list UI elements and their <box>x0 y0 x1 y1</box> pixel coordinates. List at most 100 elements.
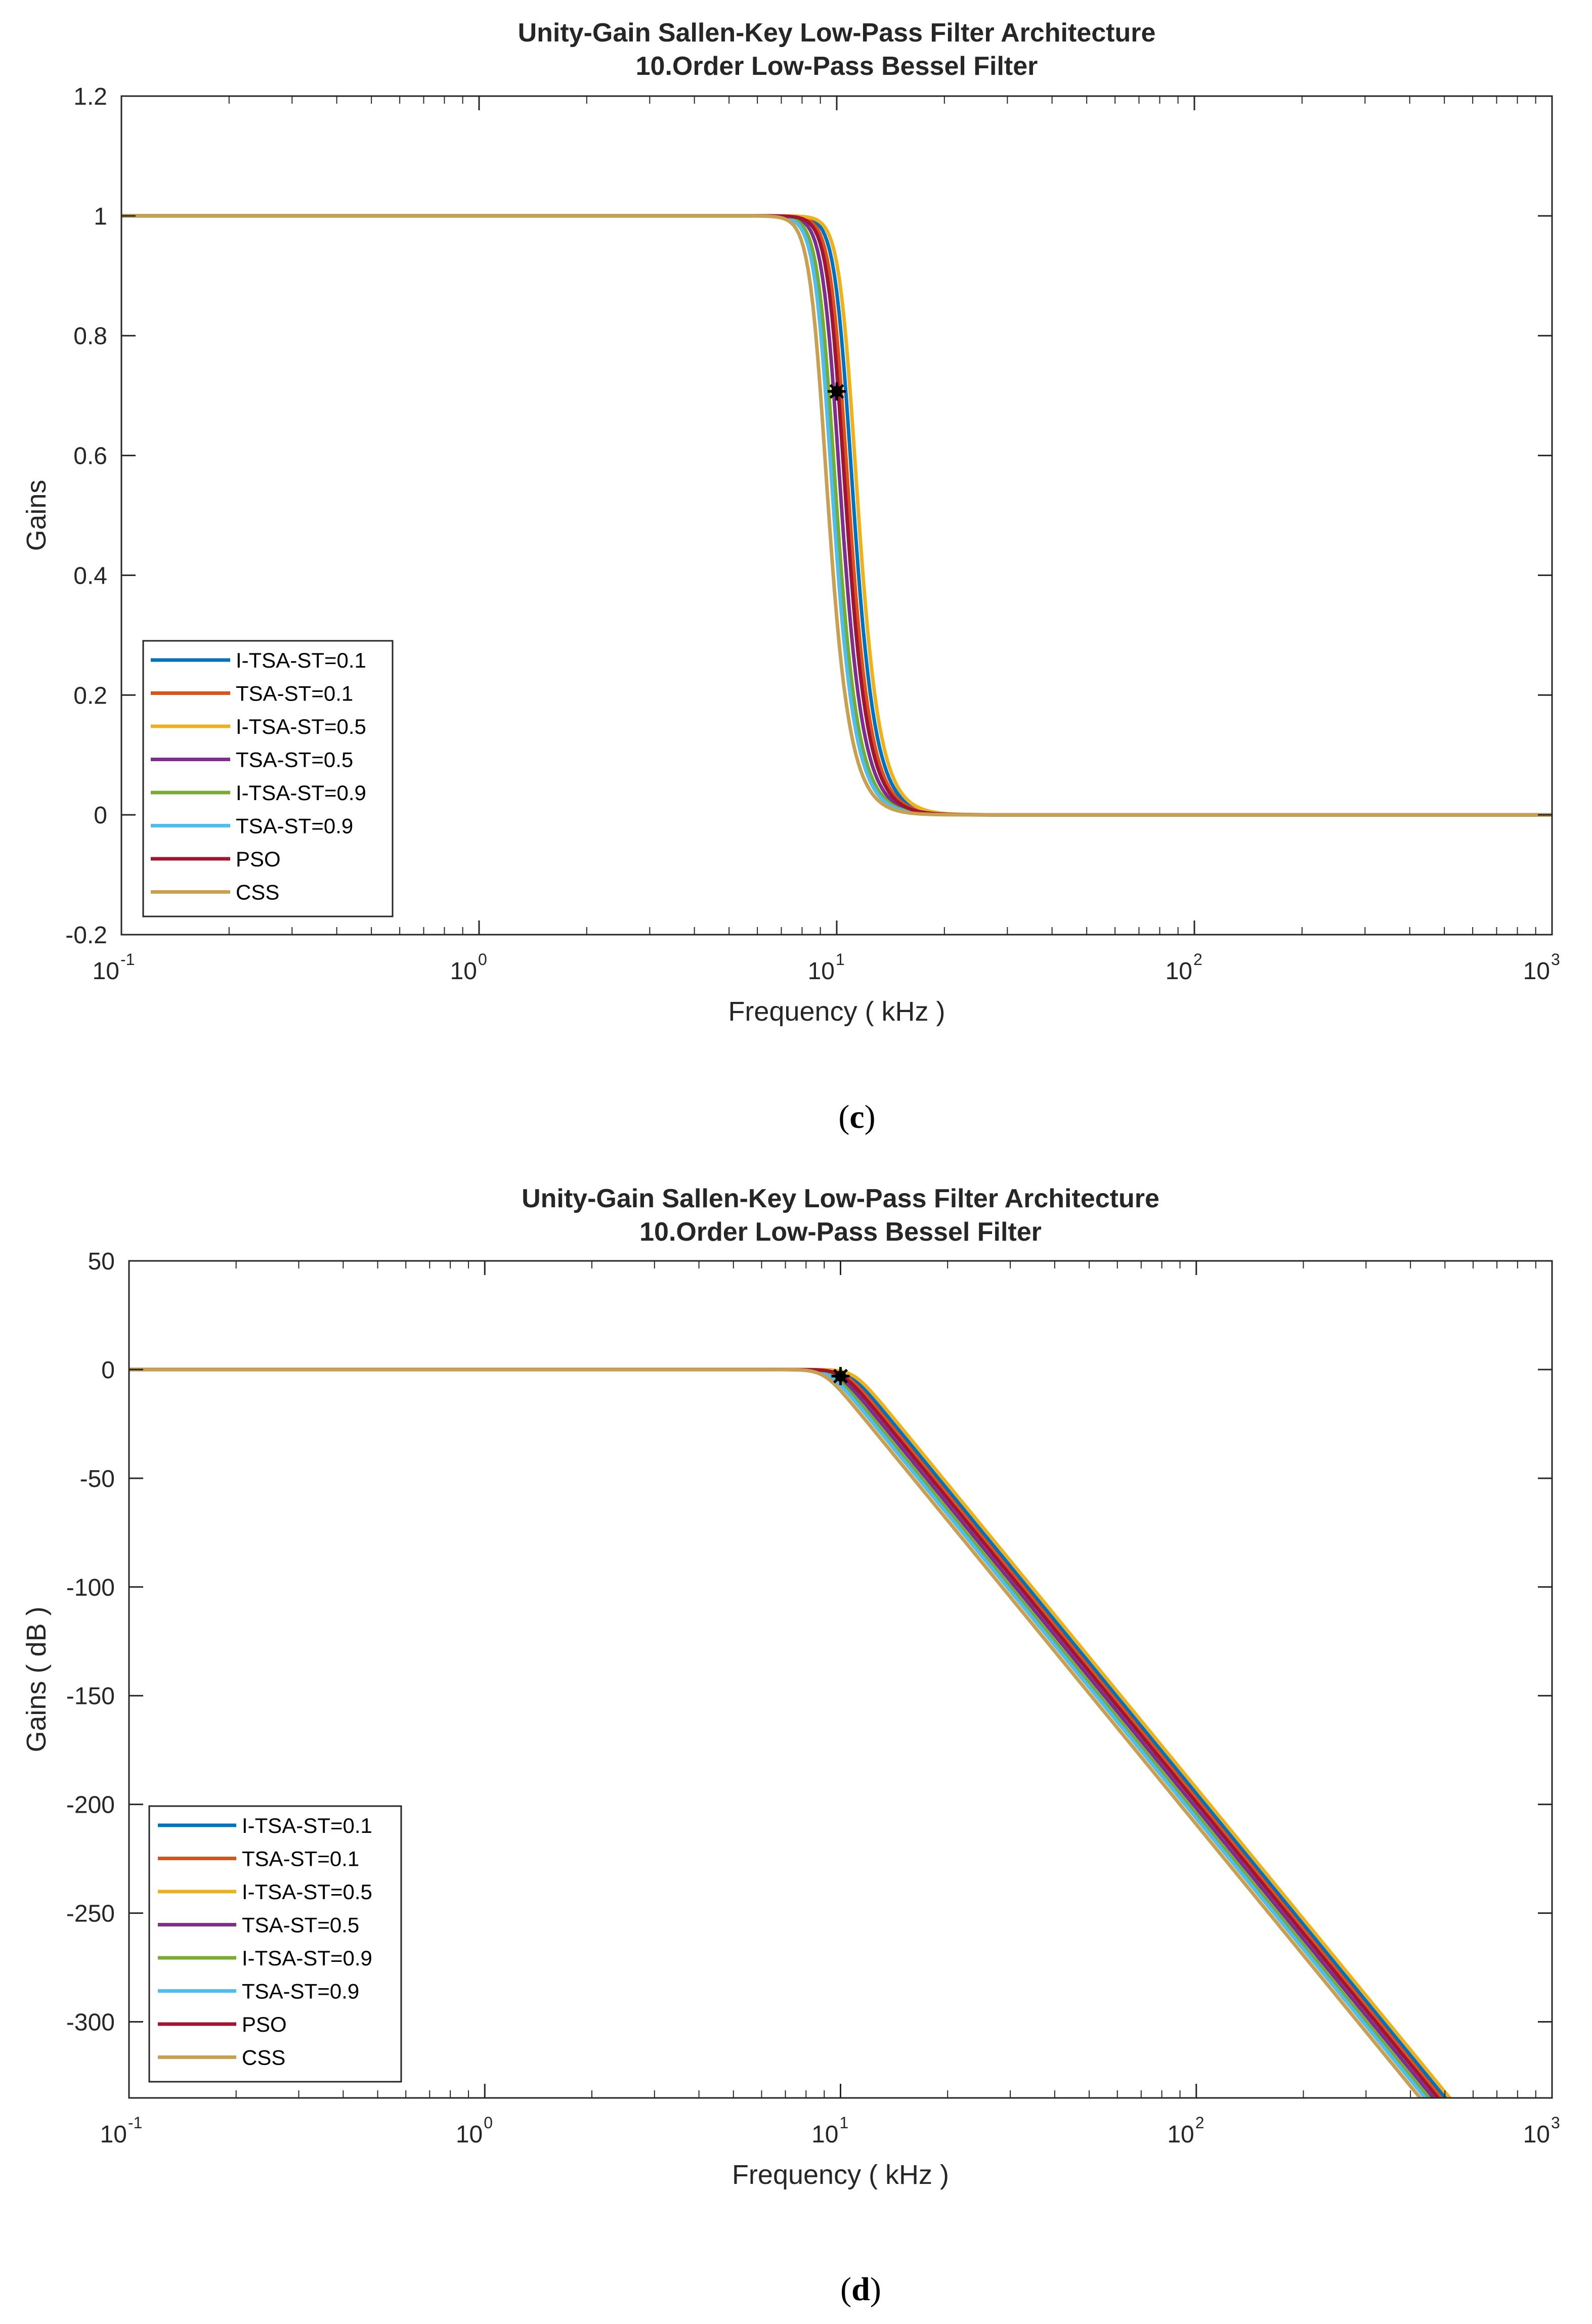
x-tick-label-base: 10 <box>1166 958 1192 985</box>
caption-open-paren: ( <box>840 2271 851 2308</box>
x-tick-label-exponent: -1 <box>120 950 135 969</box>
series-group <box>121 214 1552 817</box>
chart-subtitle: 10.Order Low-Pass Bessel Filter <box>636 52 1038 81</box>
x-tick-label-exponent: 1 <box>836 950 845 969</box>
x-tick-label-exponent: 2 <box>1195 2114 1204 2132</box>
y-axis-label: Gains ( dB ) <box>21 1606 52 1752</box>
x-tick-label-base: 10 <box>1167 2121 1194 2148</box>
x-tick-label-base: 10 <box>450 958 477 985</box>
y-tick-label: 50 <box>88 1248 115 1275</box>
caption-letter: c <box>849 1099 864 1135</box>
legend-label: PSO <box>242 2012 287 2036</box>
legend-entry: TSA-ST=0.9 <box>158 1980 359 2003</box>
figure-caption: (c) <box>838 1099 875 1135</box>
y-axis-label: Gains <box>21 479 52 551</box>
legend-label: CSS <box>242 2046 285 2070</box>
y-tick-label: -50 <box>80 1466 115 1493</box>
x-tick-label-base: 10 <box>811 2121 838 2148</box>
legend-entry: CSS <box>158 2046 285 2070</box>
x-tick-label-exponent: 3 <box>1551 950 1560 969</box>
y-tick-label: 0 <box>94 802 107 829</box>
y-tick-label: 0.8 <box>73 323 107 350</box>
legend-label: I-TSA-ST=0.9 <box>236 781 366 805</box>
y-tick-label: -200 <box>66 1792 115 1819</box>
x-tick-label: 10 2 <box>1166 950 1202 985</box>
x-axis-label: Frequency ( kHz ) <box>732 2160 949 2190</box>
x-tick-label-exponent: 1 <box>840 2114 849 2132</box>
legend-label: TSA-ST=0.9 <box>236 814 353 838</box>
x-tick-label: 10 1 <box>811 2114 848 2148</box>
chart-title: Unity-Gain Sallen-Key Low-Pass Filter Ar… <box>522 1184 1159 1213</box>
x-tick-label-exponent: 0 <box>478 950 487 969</box>
legend-label: I-TSA-ST=0.5 <box>242 1880 372 1904</box>
x-tick-label-exponent: 3 <box>1551 2114 1560 2132</box>
legend-entry: I-TSA-ST=0.1 <box>151 648 366 672</box>
legend-entry: PSO <box>151 847 281 871</box>
legend-entry: TSA-ST=0.1 <box>158 1847 359 1871</box>
legend-label: I-TSA-ST=0.5 <box>236 715 366 738</box>
legend-entry: TSA-ST=0.5 <box>158 1913 359 1937</box>
chart-panel-d: Unity-Gain Sallen-Key Low-Pass Filter Ar… <box>21 1184 1560 2308</box>
x-tick-label: 10 3 <box>1523 2114 1560 2148</box>
legend-entry: CSS <box>151 881 279 904</box>
x-tick-label: 10 -1 <box>93 950 135 985</box>
legend-label: I-TSA-ST=0.1 <box>236 648 366 672</box>
x-tick-label: 10 3 <box>1523 950 1560 985</box>
legend-label: I-TSA-ST=0.1 <box>242 1814 372 1837</box>
series-line-7 <box>121 214 1552 817</box>
x-tick-label-base: 10 <box>100 2121 127 2148</box>
legend-box <box>148 1805 402 2083</box>
y-tick-label: -0.2 <box>65 922 107 949</box>
cutoff-marker-stroke <box>829 384 844 399</box>
x-tick-label: 10 2 <box>1167 2114 1204 2148</box>
legend-entry: TSA-ST=0.5 <box>151 748 353 772</box>
legend-label: PSO <box>236 847 281 871</box>
x-tick-label: 10 0 <box>450 950 487 985</box>
x-tick-label: 10 1 <box>808 950 845 985</box>
legend-entry: I-TSA-ST=0.9 <box>158 1946 372 1970</box>
y-tick-label: -250 <box>66 1901 115 1927</box>
y-tick-label: 0.6 <box>73 443 107 470</box>
cutoff-marker <box>828 382 846 401</box>
legend-label: I-TSA-ST=0.9 <box>242 1946 372 1970</box>
x-tick-label-exponent: 0 <box>484 2114 493 2132</box>
legend: I-TSA-ST=0.1 TSA-ST=0.1 I-TSA-ST=0.5 TSA-ST… <box>142 640 394 917</box>
y-tick-label: 0.2 <box>73 682 107 709</box>
cutoff-marker <box>831 1367 850 1385</box>
x-tick-label-exponent: 2 <box>1193 950 1202 969</box>
legend-label: TSA-ST=0.9 <box>242 1980 359 2003</box>
y-tick-label: 0.4 <box>73 562 107 589</box>
caption-letter: d <box>851 2271 870 2308</box>
y-tick-label: -100 <box>66 1574 115 1601</box>
legend-box <box>142 640 394 917</box>
legend-label: TSA-ST=0.1 <box>242 1847 359 1871</box>
legend-entry: I-TSA-ST=0.1 <box>158 1814 372 1837</box>
x-tick-label-base: 10 <box>93 958 119 985</box>
caption-close-paren: ) <box>865 1099 876 1135</box>
chart-subtitle: 10.Order Low-Pass Bessel Filter <box>639 1217 1042 1247</box>
legend-label: CSS <box>236 881 279 904</box>
legend-entry: PSO <box>158 2012 287 2036</box>
x-tick-label-base: 10 <box>1523 958 1550 985</box>
y-tick-label: -150 <box>66 1683 115 1710</box>
x-axis-label: Frequency ( kHz ) <box>728 996 945 1027</box>
x-tick-label-base: 10 <box>808 958 835 985</box>
legend-entry: I-TSA-ST=0.5 <box>151 715 366 738</box>
chart-title: Unity-Gain Sallen-Key Low-Pass Filter Ar… <box>518 18 1156 48</box>
y-tick-label: 1.2 <box>73 83 107 110</box>
x-tick-label: 10 0 <box>456 2114 493 2148</box>
legend: I-TSA-ST=0.1 TSA-ST=0.1 I-TSA-ST=0.5 TSA-ST… <box>148 1805 402 2083</box>
series-line-7 <box>129 1368 1423 2098</box>
y-tick-label: 0 <box>101 1357 115 1384</box>
legend-label: TSA-ST=0.5 <box>242 1913 359 1937</box>
y-tick-label: -300 <box>66 2009 115 2036</box>
legend-entry: I-TSA-ST=0.9 <box>151 781 366 805</box>
legend-entry: TSA-ST=0.1 <box>151 682 353 706</box>
x-tick-label-base: 10 <box>1523 2121 1550 2148</box>
x-tick-label-exponent: -1 <box>128 2114 142 2132</box>
figure-caption: (d) <box>840 2271 881 2308</box>
x-tick-label-base: 10 <box>456 2121 483 2148</box>
legend-entry: TSA-ST=0.9 <box>151 814 353 838</box>
chart-panel-c: Unity-Gain Sallen-Key Low-Pass Filter Ar… <box>21 18 1560 1135</box>
caption-open-paren: ( <box>838 1099 849 1135</box>
